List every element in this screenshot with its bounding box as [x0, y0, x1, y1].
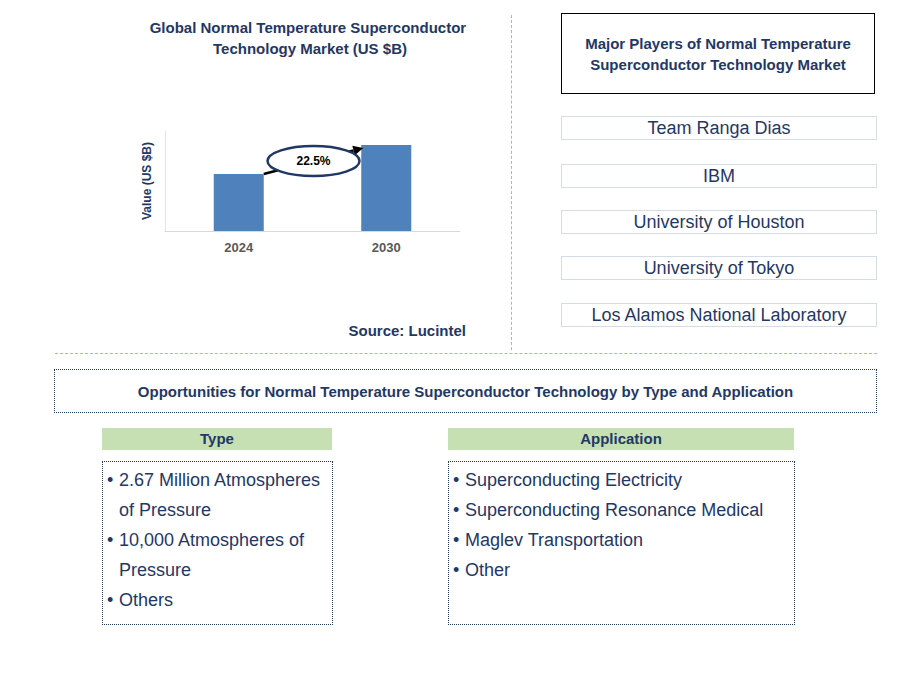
html-text:Superconducting Electricity: Superconducting Electricity: [465, 470, 683, 490]
html-text:Other: Other: [465, 560, 510, 580]
svg-text:Source: Lucintel: Source: Lucintel: [348, 322, 466, 339]
html-text:Type: Type: [200, 430, 234, 447]
html-text:2.67 Million Atmospheres of Pr: 2.67 Million Atmospheres of Pressure: [119, 470, 321, 520]
html-text:University of Houston: University of Houston: [633, 212, 805, 232]
html-text:IBM: IBM: [703, 166, 735, 186]
html-text:10,000 Atmospheres of Pressure: 10,000 Atmospheres of Pressure: [119, 530, 305, 580]
svg-text:Global Normal Temperature Supe: Global Normal Temperature Superconductor: [150, 19, 471, 36]
html-text:Superconducting Resonance Medi: Superconducting Resonance Medical: [465, 500, 764, 520]
svg-text:Value (US $B): Value (US $B): [140, 142, 154, 220]
html-text:Los Alamos National Laboratory: Los Alamos National Laboratory: [591, 305, 847, 325]
svg-text:2030: 2030: [372, 240, 401, 255]
html-text:Team Ranga Dias: Team Ranga Dias: [647, 118, 791, 138]
html-text:University of Tokyo: University of Tokyo: [643, 258, 795, 278]
html-text:Application: Application: [580, 430, 662, 447]
svg-text:2024: 2024: [224, 240, 254, 255]
html-text:Opportunities for Normal Tempe: Opportunities for Normal Temperature Sup…: [137, 382, 794, 400]
html-text:Others: Others: [119, 590, 173, 610]
svg-text:22.5%: 22.5%: [296, 154, 330, 168]
svg-text:Technology Market (US $B): Technology Market (US $B): [213, 40, 407, 57]
html-text:Maglev Transportation: Maglev Transportation: [465, 530, 644, 550]
html-text:Major Players of Normal Temper: Major Players of Normal Temperature Supe…: [585, 34, 851, 73]
